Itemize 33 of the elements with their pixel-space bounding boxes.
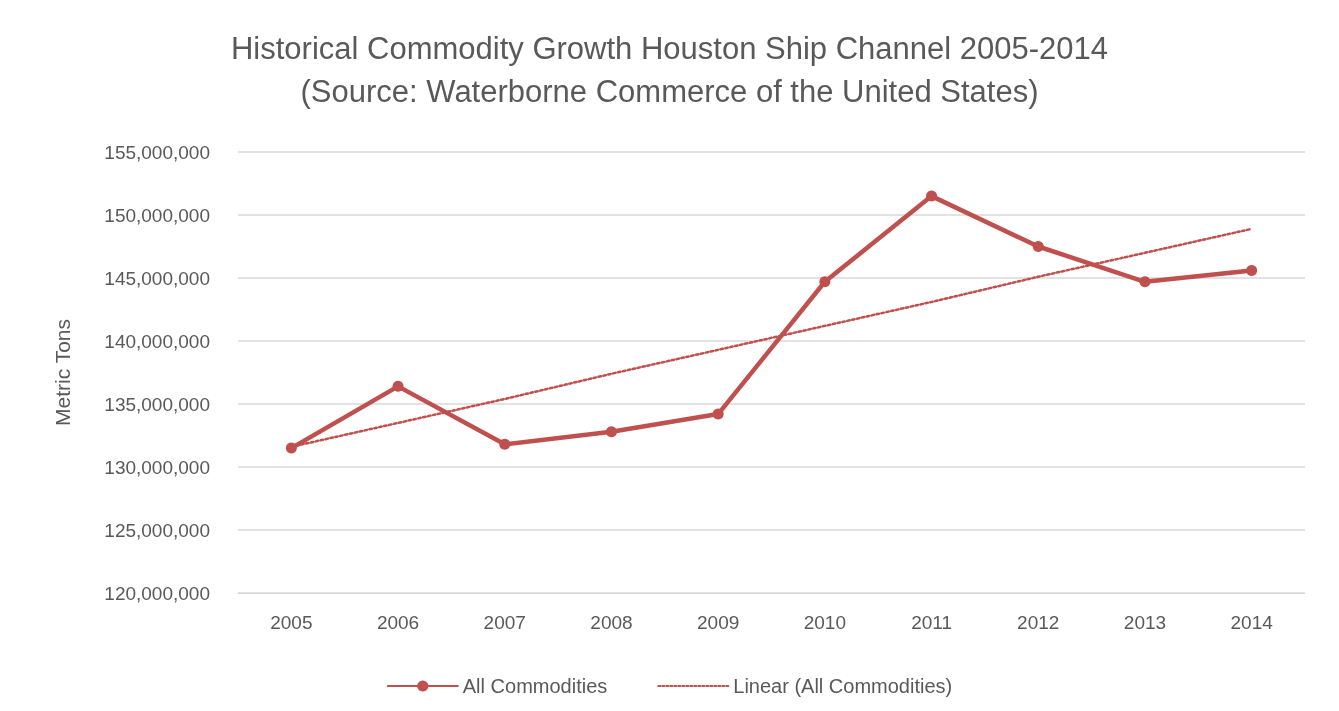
legend-label: All Commodities	[462, 675, 608, 697]
y-tick-label: 135,000,000	[104, 393, 210, 415]
y-tick-label: 150,000,000	[104, 204, 210, 226]
y-tick-label: 155,000,000	[104, 141, 210, 163]
point	[499, 438, 511, 450]
y-tick-label: 145,000,000	[104, 267, 210, 289]
point	[819, 276, 831, 288]
point	[926, 190, 938, 202]
x-tick-label: 2012	[1017, 612, 1060, 633]
x-tick-label: 2007	[483, 612, 526, 633]
point	[712, 408, 724, 420]
x-tick-label: 2014	[1230, 612, 1274, 633]
point	[1032, 241, 1044, 252]
y-axis-title: Metric Tons	[51, 319, 74, 426]
y-tick-label: 140,000,000	[104, 330, 210, 352]
x-tick-label: 2009	[697, 612, 740, 633]
chart-subtitle: (Source: Waterborne Commerce of the United States)	[300, 74, 1039, 109]
x-tick-label: 2005	[270, 612, 313, 633]
point	[392, 380, 404, 392]
point	[605, 426, 617, 438]
x-tick-label: 2010	[803, 612, 846, 633]
x-tick-label: 2013	[1123, 612, 1167, 633]
x-tick-label: 2011	[911, 612, 952, 633]
y-tick-label: 120,000,000	[104, 582, 210, 604]
x-tick-label: 2006	[376, 612, 420, 633]
x-tick-label: 2008	[590, 612, 633, 633]
y-tick-label: 130,000,000	[104, 456, 210, 478]
legend-label: Linear (All Commodities)	[733, 675, 953, 697]
y-tick-label: 125,000,000	[104, 519, 210, 541]
point	[1139, 276, 1151, 288]
point	[1246, 264, 1258, 276]
chart-title: Historical Commodity Growth Houston Ship Channel 2005-2014	[230, 31, 1109, 66]
point	[285, 442, 297, 454]
